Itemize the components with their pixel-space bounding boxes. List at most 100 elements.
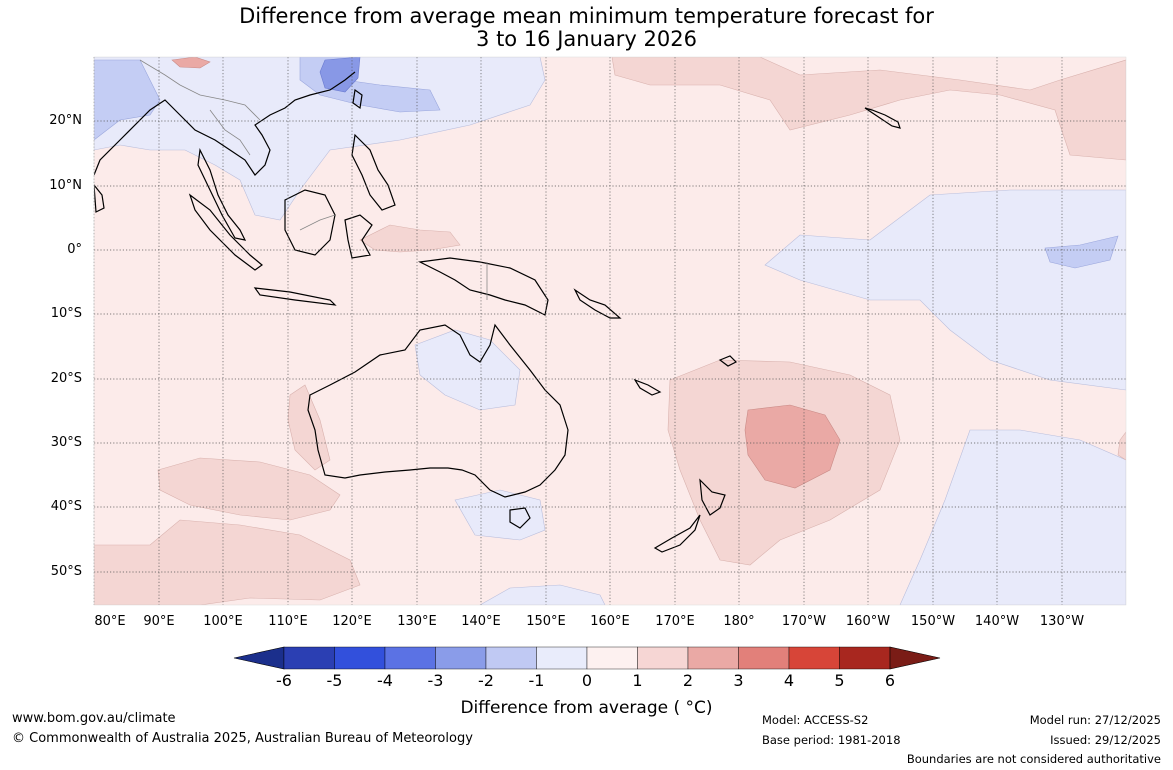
coastlines — [94, 71, 901, 553]
longitude-label: 140°E — [461, 614, 501, 629]
colorbar-cell — [485, 646, 537, 670]
footer-base-period: Base period: 1981-2018 — [762, 733, 901, 747]
cool-region-core — [319, 57, 361, 93]
graticule — [93, 57, 1126, 605]
longitude-label: 170°W — [781, 614, 827, 629]
colorbar-cell — [839, 646, 891, 670]
longitude-label: 160°W — [845, 614, 891, 629]
footer-disclaimer: Boundaries are not considered authoritat… — [906, 752, 1161, 766]
philippines-coastline — [351, 133, 396, 211]
border-line — [209, 109, 251, 156]
cool-region-north-australia — [414, 329, 521, 411]
footer-copyright: © Commonwealth of Australia 2025, Austra… — [12, 731, 473, 746]
colorbar-tick-label: -4 — [377, 671, 393, 690]
longitude-label: 150°E — [526, 614, 566, 629]
map-title-line-2: 3 to 16 January 2026 — [476, 27, 697, 51]
latitude-label: 40°S — [50, 499, 82, 514]
longitude-label: 90°E — [143, 614, 175, 629]
warm-region-southeast-corner — [1117, 431, 1126, 461]
colorbar-tick-label: 2 — [682, 671, 694, 690]
border-line — [139, 59, 261, 121]
colorbar-tick-label: -5 — [326, 671, 343, 690]
colorbar-cell — [687, 646, 739, 670]
warm-region-himalaya — [171, 57, 211, 69]
colorbar-cell — [384, 646, 436, 670]
colorbar-tick-label: 3 — [733, 671, 744, 690]
longitude-label: 140°W — [974, 614, 1020, 629]
new-guinea-coastline — [417, 257, 549, 316]
latitude-label: 20°N — [49, 113, 82, 128]
colorbar-cell — [334, 646, 386, 670]
anomaly-field — [94, 57, 1126, 605]
colorbar-extend-high — [889, 646, 941, 670]
map-title-line-1: Difference from average mean minimum tem… — [239, 4, 934, 28]
longitude-label: 80°E — [94, 614, 126, 629]
taiwan-coastline — [352, 88, 363, 110]
longitude-label: 120°E — [332, 614, 372, 629]
cool-region-south-pacific — [899, 429, 1126, 605]
cool-region-bass-strait — [454, 489, 546, 541]
border-line — [299, 214, 336, 231]
latitude-label: 10°N — [49, 178, 82, 193]
sulawesi-coastline — [344, 214, 373, 259]
longitude-label: 160°E — [590, 614, 630, 629]
colorbar-tick-label: -6 — [276, 671, 292, 690]
colorbar-tick-label: 1 — [632, 671, 643, 690]
colorbar-cell — [586, 646, 638, 670]
colorbar-tick-label: 4 — [783, 671, 795, 690]
longitude-label: 180° — [723, 614, 755, 629]
colorbar-tick-label: 6 — [884, 671, 896, 690]
footer-issued: Issued: 29/12/2025 — [1050, 733, 1161, 747]
longitude-label: 130°W — [1039, 614, 1085, 629]
new-caledonia-coastline — [633, 378, 662, 396]
new-zealand-north-coastline — [699, 478, 726, 516]
tasmania-coastline — [509, 507, 531, 529]
fiji-coastline — [718, 355, 738, 367]
warm-region-southwest — [94, 519, 361, 605]
cool-region-indochina — [94, 59, 161, 141]
asia-mainland-coastline — [94, 71, 356, 176]
sumatra-coastline — [188, 193, 263, 271]
new-zealand-south-coastline — [653, 514, 701, 553]
colorbar-cell — [536, 646, 588, 670]
longitude-label: 110°E — [268, 614, 308, 629]
java-coastline — [253, 287, 337, 306]
cool-region-east-pacific — [764, 189, 1126, 391]
footer-model: Model: ACCESS-S2 — [762, 713, 869, 727]
latitude-label: 30°S — [50, 435, 82, 450]
colorbar-tick-label: 5 — [834, 671, 845, 690]
longitude-label: 100°E — [203, 614, 243, 629]
latitude-label: 10°S — [50, 306, 82, 321]
longitude-label: 150°W — [910, 614, 956, 629]
latitude-label: 20°S — [50, 371, 82, 386]
latitude-label: 0° — [67, 242, 82, 257]
warm-region-indian-ocean — [157, 457, 341, 521]
footer-model-run: Model run: 27/12/2025 — [1029, 713, 1161, 727]
colorbar-cell — [738, 646, 790, 670]
colorbar-cell — [283, 646, 335, 670]
colorbar-tick-label: -1 — [528, 671, 545, 690]
country-borders — [139, 59, 488, 300]
footer-url: www.bom.gov.au/climate — [12, 711, 176, 726]
warm-region-new-guinea — [359, 224, 461, 253]
cool-region-southern-ocean — [479, 584, 606, 605]
map-frame — [93, 56, 1127, 606]
colorbar-cell — [788, 646, 840, 670]
colorbar-cell — [435, 646, 487, 670]
latitude-label: 50°S — [50, 564, 82, 579]
colorbar-label: Difference from average ( °C) — [460, 698, 713, 718]
longitude-label: 170°E — [655, 614, 695, 629]
colorbar-tick-label: -2 — [478, 671, 494, 690]
colorbar-tick-label: -3 — [427, 671, 444, 690]
colorbar-cell — [637, 646, 689, 670]
sri-lanka-coastline — [94, 184, 105, 213]
longitude-label: 130°E — [397, 614, 437, 629]
warm-region-north-pacific — [611, 57, 1126, 161]
colorbar-tick-label: 0 — [581, 671, 593, 690]
australia-coastline — [307, 323, 569, 498]
hawaii-coastline — [864, 107, 901, 129]
cool-region-equator-core — [1044, 235, 1119, 269]
warm-region-tasman-core — [744, 404, 841, 489]
